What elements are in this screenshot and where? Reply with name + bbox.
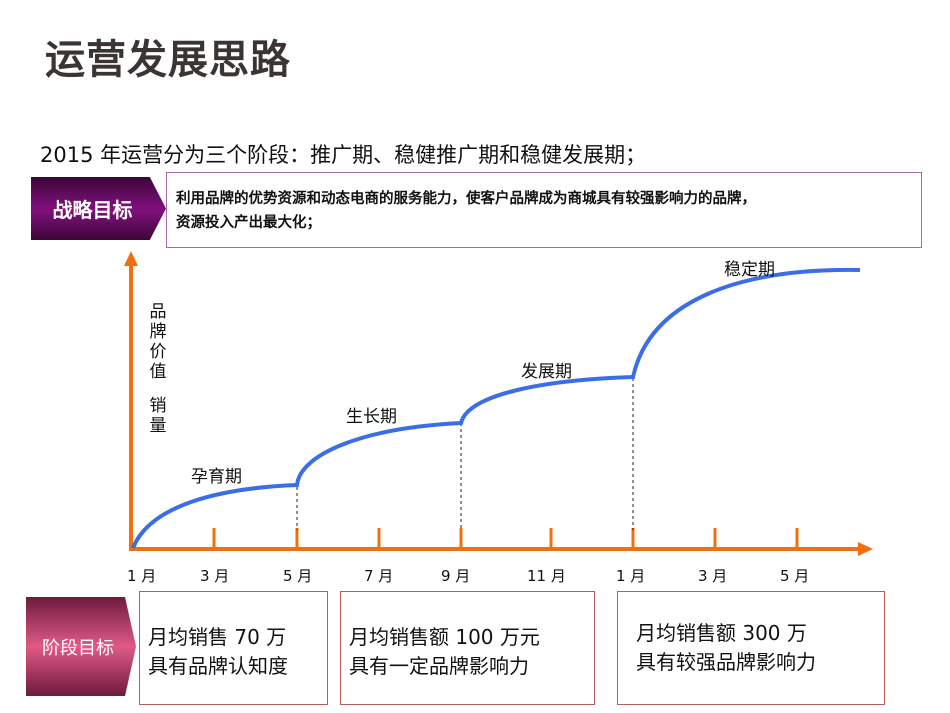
subtitle: 2015 年运营分为三个阶段：推广期、稳健推广期和稳健发展期； (40, 143, 647, 167)
phase-label-growth: 生长期 (346, 407, 397, 427)
x-tick-label: 9 月 (441, 567, 471, 585)
y-axis-arrow-icon (124, 251, 138, 266)
strategy-label: 战略目标 (31, 177, 166, 240)
phase-label-development: 发展期 (521, 362, 572, 382)
stage-goal-1: 月均销售 70 万 具有品牌认知度 (139, 591, 328, 705)
x-tick-label: 1 月 (616, 567, 646, 585)
goal-brand: 具有品牌认知度 (148, 654, 288, 678)
goal-sales: 月均销售 70 万 (148, 625, 287, 649)
phase-label-stable: 稳定期 (724, 260, 775, 280)
strategy-box: 利用品牌的优势资源和动态电商的服务能力，使客户品牌成为商城具有较强影响力的品牌，… (166, 172, 922, 248)
x-tick-label: 3 月 (698, 567, 728, 585)
goal-sales: 月均销售额 100 万元 (349, 625, 540, 649)
phase-boundaries (296, 378, 634, 530)
page-title: 运营发展思路 (45, 37, 291, 83)
x-axis-arrow-icon (858, 542, 873, 556)
y-axis-title: 品 牌 价 值 销 量 (149, 302, 167, 436)
x-tick-label: 5 月 (283, 567, 313, 585)
stage-goal-2: 月均销售额 100 万元 具有一定品牌影响力 (340, 591, 595, 705)
x-tick-label: 1 月 (127, 567, 157, 585)
x-tick-label: 7 月 (364, 567, 394, 585)
x-tick-label: 5 月 (780, 567, 810, 585)
x-axis-ticks (212, 528, 799, 549)
stage-goals-label: 阶段目标 (26, 597, 136, 696)
x-tick-label: 3 月 (200, 567, 230, 585)
growth-curve (131, 267, 861, 549)
goal-brand: 具有较强品牌影响力 (636, 650, 816, 674)
x-tick-label: 11 月 (527, 567, 566, 585)
phase-label-gestation: 孕育期 (191, 467, 242, 487)
goal-sales: 月均销售额 300 万 (636, 621, 807, 645)
strategy-text-line2: 资源投入产出最大化； (176, 215, 321, 231)
strategy-text-line1: 利用品牌的优势资源和动态电商的服务能力，使客户品牌成为商城具有较强影响力的品牌， (176, 191, 756, 207)
stage-goal-3: 月均销售额 300 万 具有较强品牌影响力 (617, 591, 885, 705)
goal-brand: 具有一定品牌影响力 (349, 654, 529, 678)
